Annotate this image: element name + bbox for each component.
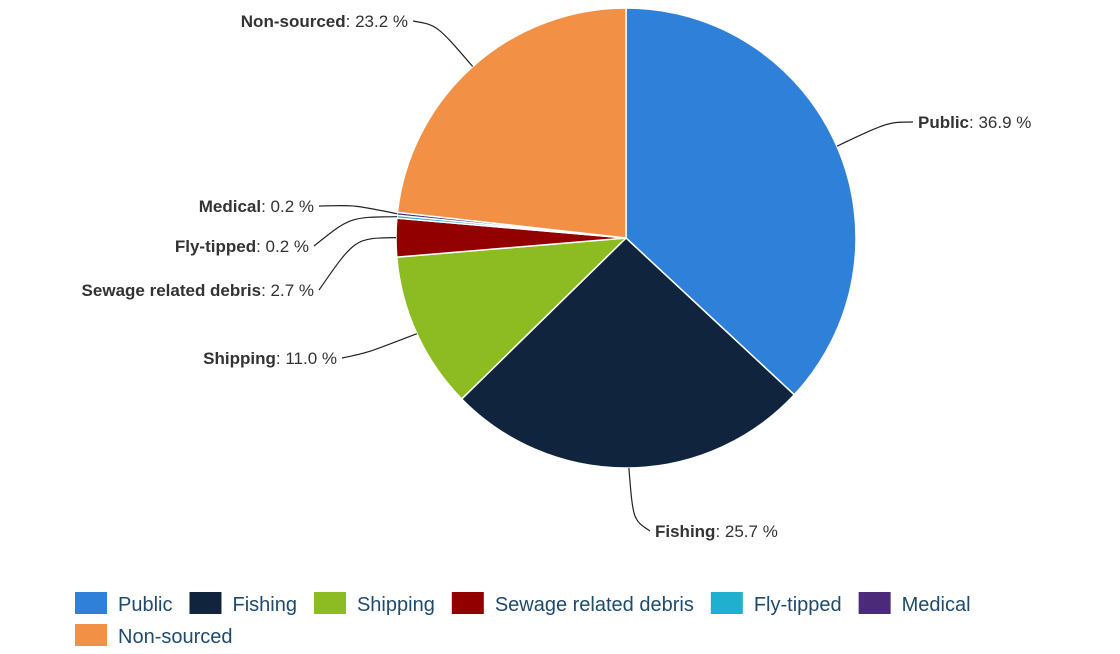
- legend-swatch-sewage-related-debris[interactable]: [451, 592, 484, 614]
- label-connector-sewage-related-debris: [318, 237, 397, 291]
- legend-swatch-shipping[interactable]: [313, 592, 346, 614]
- legend-swatch-fishing[interactable]: [189, 592, 222, 614]
- label-connector-medical: [318, 204, 398, 215]
- pie-slice-fishing[interactable]: [460, 237, 796, 469]
- legend-swatch-fly-tipped[interactable]: [710, 592, 743, 614]
- data-label-fly-tipped: Fly-tipped: 0.2 %: [175, 237, 309, 256]
- label-connector-public: [836, 121, 914, 147]
- legend-swatch-non-sourced[interactable]: [75, 624, 107, 646]
- label-connector-non-sourced: [412, 20, 474, 67]
- legend-label-public[interactable]: Public: [118, 594, 172, 616]
- pie-slice-public[interactable]: [625, 7, 857, 396]
- label-connector-fly-tipped: [313, 216, 397, 247]
- pie-slices: [395, 7, 857, 469]
- legend-label-shipping[interactable]: Shipping: [357, 594, 435, 616]
- legend-label-sewage-related-debris[interactable]: Sewage related debris: [495, 594, 694, 616]
- legend-label-fishing[interactable]: Fishing: [232, 594, 296, 616]
- data-labels: Public: 36.9 % Fishing: 25.7 % Shipping: 1…: [82, 12, 1032, 541]
- data-label-shipping: Shipping: 11.0 %: [203, 349, 337, 368]
- data-label-sewage-related-debris: Sewage related debris: 2.7 %: [82, 281, 314, 300]
- data-label-non-sourced: Non-sourced: 23.2 %: [241, 12, 408, 31]
- legend: Public Fishing Shipping Sewage related debr…: [75, 592, 971, 648]
- data-label-public: Public: 36.9 %: [918, 113, 1031, 132]
- label-connectors: [313, 20, 914, 532]
- label-connector-fishing: [628, 467, 651, 532]
- data-label-medical: Medical: 0.2 %: [199, 197, 314, 216]
- pie-slice-shipping[interactable]: [396, 237, 627, 400]
- legend-label-non-sourced[interactable]: Non-sourced: [118, 626, 233, 648]
- pie-slice-non-sourced[interactable]: [396, 7, 627, 239]
- legend-swatch-public[interactable]: [75, 592, 107, 614]
- legend-label-fly-tipped[interactable]: Fly-tipped: [754, 594, 842, 616]
- label-connector-shipping: [341, 333, 418, 359]
- legend-label-medical[interactable]: Medical: [902, 594, 971, 616]
- legend-swatch-medical[interactable]: [858, 592, 891, 614]
- data-label-fishing: Fishing: 25.7 %: [655, 522, 778, 541]
